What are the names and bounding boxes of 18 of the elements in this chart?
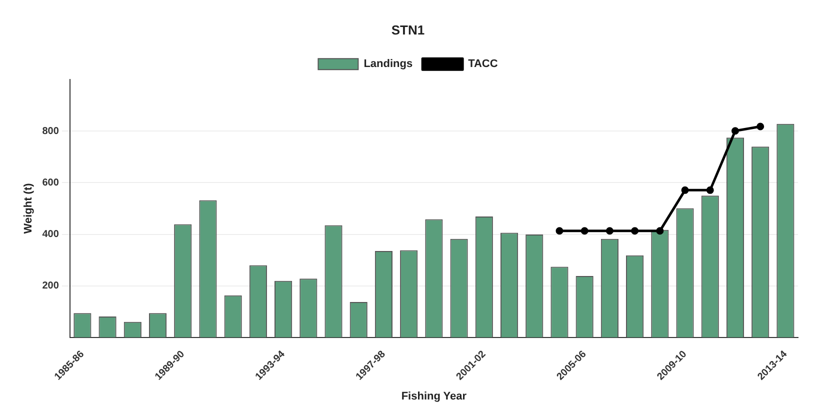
y-tick-label: 600 — [42, 177, 60, 188]
point — [631, 227, 639, 235]
x-axis-title: Fishing Year — [401, 390, 468, 402]
point — [756, 122, 764, 130]
point — [580, 227, 588, 235]
chart-title: STN1 — [391, 22, 425, 38]
legend-label: TACC — [468, 58, 498, 70]
y-tick-label: 200 — [42, 280, 60, 292]
point — [681, 186, 689, 194]
y-tick-label: 800 — [42, 126, 60, 137]
point — [556, 227, 564, 235]
legend-label: Landings — [364, 58, 413, 70]
point — [731, 127, 739, 135]
y-axis-title: Weight (t) — [22, 182, 35, 234]
y-tick-label: 400 — [42, 229, 60, 240]
point — [606, 227, 614, 235]
point — [706, 186, 714, 194]
point — [656, 227, 664, 235]
